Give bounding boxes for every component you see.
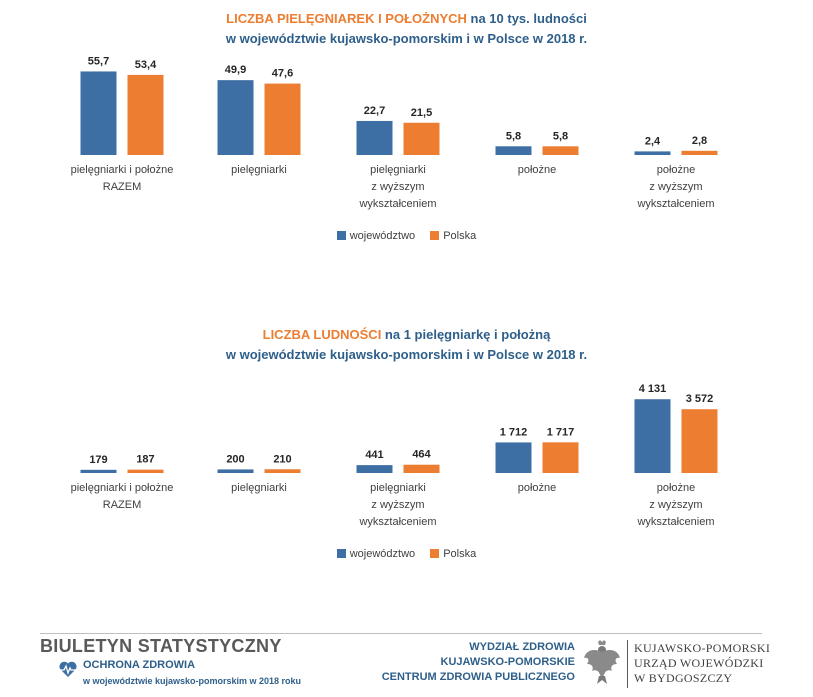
legend-swatch-wojewodztwo: [336, 231, 346, 240]
urzad-line3: W BYDGOSZCZY: [634, 671, 733, 685]
chart1-category-label-2-2: wykształceniem: [358, 198, 436, 210]
chart1-title: LICZBA PIELĘGNIAREK I POŁOŻNYCH na 10 ty…: [0, 9, 813, 49]
chart1-bar-wojewodztwo-3: [495, 146, 532, 155]
chart2-data-label-polska-1: 210: [273, 453, 291, 465]
heart-icon: [59, 661, 77, 677]
chart1-data-label-polska-0: 53,4: [135, 59, 157, 71]
legend2-item-polska: Polska: [430, 548, 476, 560]
chart2-data-label-polska-3: 1 717: [547, 426, 575, 438]
footer-divider: [40, 633, 762, 634]
chart1-category-label-0-0: pielęgniarki i położne: [71, 164, 174, 176]
chart2-category-label-1-0: pielęgniarki: [231, 482, 287, 494]
chart1-title-rest: na 10 tys. ludności: [466, 11, 587, 26]
chart1-category-label-0-1: RAZEM: [103, 181, 142, 193]
department-name: WYDZIAŁ ZDROWIA KUJAWSKO-POMORSKIE CENTR…: [382, 640, 575, 685]
chart2-legend: województwo Polska: [0, 548, 813, 560]
chart1-bar-polska-0: [127, 74, 164, 155]
legend-item-wojewodztwo: województwo: [336, 230, 416, 242]
chart1-category-label-4-0: położne: [657, 164, 696, 176]
chart2-data-label-wojewodztwo-3: 1 712: [500, 426, 528, 438]
chart2-bar-wojewodztwo-1: [217, 469, 254, 473]
chart1-data-label-wojewodztwo-2: 22,7: [364, 105, 385, 117]
chart1-data-label-polska-1: 47,6: [272, 68, 293, 80]
chart2-data-label-wojewodztwo-2: 441: [365, 449, 383, 461]
dept-line2: KUJAWSKO-POMORSKIE: [440, 656, 575, 668]
chart1-data-label-polska-4: 2,8: [692, 135, 707, 147]
chart2-category-label-2-2: wykształceniem: [358, 516, 436, 528]
dept-line3: CENTRUM ZDROWIA PUBLICZNEGO: [381, 671, 575, 683]
chart1-category-label-3-0: położne: [518, 164, 557, 176]
chart2-category-label-4-2: wykształceniem: [636, 516, 714, 528]
chart2-category-label-2-0: pielęgniarki: [370, 482, 426, 494]
chart2-bar-polska-0: [127, 469, 164, 473]
chart2-data-label-polska-0: 187: [136, 454, 154, 466]
chart1-data-label-polska-2: 21,5: [411, 107, 432, 119]
chart1-data-label-wojewodztwo-0: 55,7: [88, 55, 109, 67]
chart2-data-label-wojewodztwo-4: 4 131: [639, 383, 667, 395]
chart2-bar-polska-3: [542, 442, 579, 473]
chart2-bar-polska-2: [403, 464, 440, 473]
legend2-item-wojewodztwo: województwo: [336, 548, 416, 560]
chart2-data-label-polska-2: 464: [412, 449, 431, 461]
chart1-data-label-wojewodztwo-3: 5,8: [506, 130, 521, 142]
dept-line1: WYDZIAŁ ZDROWIA: [469, 641, 575, 653]
chart2-data-label-polska-4: 3 572: [686, 393, 714, 405]
chart2-title-accent: LICZBA LUDNOŚCI: [262, 327, 382, 342]
chart2-plot: 179 187 pielęgniarki i położne RAZEM 200 210 p…: [71, 383, 718, 528]
chart1-category-label-4-2: wykształceniem: [636, 198, 714, 210]
chart2-bar-wojewodztwo-0: [80, 469, 117, 473]
urzad-line2: URZĄD WOJEWÓDZKI: [634, 656, 764, 670]
chart1-bar-wojewodztwo-2: [356, 120, 393, 155]
urzad-name: KUJAWSKO-POMORSKI URZĄD WOJEWÓDZKI W BYD…: [634, 641, 770, 686]
chart2-bar-wojewodztwo-2: [356, 465, 393, 473]
chart1-plot: 55,7 53,4 pielęgniarki i położne RAZEM 49,9 4…: [71, 55, 718, 210]
legend2-swatch-wojewodztwo: [336, 549, 346, 558]
chart1-category-label-2-1: z wyższym: [371, 181, 424, 193]
chart2-title-rest: na 1 pielęgniarkę i położną: [381, 327, 551, 342]
legend-item-polska: Polska: [430, 230, 476, 242]
chart1-data-label-polska-3: 5,8: [553, 130, 568, 142]
legend-label-polska: Polska: [443, 230, 477, 242]
chart1-bar-wojewodztwo-0: [80, 71, 117, 155]
chart1-legend: województwo Polska: [0, 230, 813, 242]
urzad-line1: KUJAWSKO-POMORSKI: [634, 641, 771, 655]
eagle-emblem-icon: [584, 640, 620, 684]
chart1-bar-polska-3: [542, 146, 579, 155]
chart1-bar-polska-2: [403, 122, 440, 155]
chart2-category-label-2-1: z wyższym: [371, 499, 424, 511]
chart2-title: LICZBA LUDNOŚCI na 1 pielęgniarkę i poło…: [0, 325, 813, 365]
chart1-title-accent: LICZBA PIELĘGNIAREK I POŁOŻNYCH: [226, 11, 467, 26]
chart2-category-label-3-0: położne: [518, 482, 557, 494]
chart2-category-label-4-0: położne: [657, 482, 696, 494]
chart2-bar-wojewodztwo-4: [634, 399, 671, 473]
chart1-category-label-4-1: z wyższym: [649, 181, 702, 193]
legend2-label-wojewodztwo: województwo: [349, 548, 416, 560]
chart2-bar-polska-4: [681, 409, 718, 473]
legend-label-wojewodztwo: województwo: [349, 230, 416, 242]
chart1-category-label-2-0: pielęgniarki: [370, 164, 426, 176]
chart2-bar-wojewodztwo-3: [495, 442, 532, 473]
chart1-bar-polska-1: [264, 83, 301, 155]
chart1-data-label-wojewodztwo-4: 2,4: [645, 135, 661, 147]
chart1-category-label-1-0: pielęgniarki: [231, 164, 287, 176]
chart1-bar-polska-4: [681, 150, 718, 155]
chart2-data-label-wojewodztwo-0: 179: [89, 454, 107, 466]
bulletin-subtitle2: w województwie kujawsko-pomorskim w 2018…: [83, 676, 302, 686]
chart2-data-label-wojewodztwo-1: 200: [226, 453, 244, 465]
legend2-label-polska: Polska: [443, 548, 477, 560]
bulletin-title: BIULETYN STATYSTYCZNY: [40, 636, 282, 656]
chart1-bar-wojewodztwo-1: [217, 80, 254, 155]
chart1-title-line2: w województwie kujawsko-pomorskim i w Po…: [225, 31, 588, 46]
chart2-category-label-0-0: pielęgniarki i położne: [71, 482, 174, 494]
urzad-divider: [627, 640, 628, 688]
legend-swatch-polska: [430, 231, 440, 240]
chart2-title-line2: w województwie kujawsko-pomorskim i w Po…: [225, 347, 588, 362]
bulletin-subtitle: OCHRONA ZDROWIA: [83, 659, 196, 671]
chart1-bar-wojewodztwo-4: [634, 151, 671, 155]
chart2-bar-polska-1: [264, 469, 301, 473]
legend2-swatch-polska: [430, 549, 440, 558]
chart1-data-label-wojewodztwo-1: 49,9: [225, 64, 246, 76]
chart2-category-label-4-1: z wyższym: [649, 499, 702, 511]
chart2-category-label-0-1: RAZEM: [103, 499, 142, 511]
